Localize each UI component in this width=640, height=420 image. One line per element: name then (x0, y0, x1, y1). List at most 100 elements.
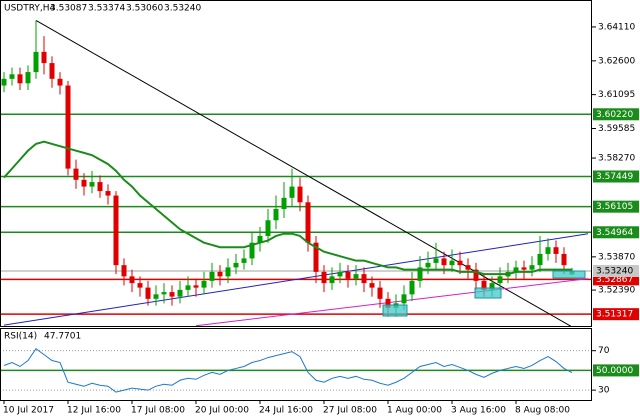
candle-body (129, 276, 135, 284)
candle-body (329, 276, 335, 284)
candle-body (281, 197, 287, 210)
candle-body (521, 267, 527, 270)
candle-body (497, 276, 503, 284)
candle-body (401, 294, 407, 304)
candle-body (305, 202, 311, 243)
ohlc-high: 3.53374 (88, 4, 125, 14)
candle-body (417, 267, 423, 281)
x-tick-label: 20 Jul 00:00 (195, 406, 249, 416)
price-frame (0, 0, 592, 327)
trend-line (3, 233, 589, 326)
candle-body (553, 247, 559, 254)
y-tick-label: 3.62600 (598, 56, 635, 66)
x-tick-label: 10 Jul 2017 (3, 406, 54, 416)
level-label: 3.54964 (596, 228, 633, 238)
highlight-zone (552, 270, 586, 279)
candle-body (385, 298, 391, 308)
y-tick-label: 3.58270 (598, 154, 635, 164)
candle-body (217, 271, 223, 277)
candle-body (449, 260, 455, 266)
candle-body (161, 292, 167, 295)
candle-body (41, 51, 47, 64)
candle-body (377, 287, 383, 299)
candle-body (473, 269, 479, 281)
candle-body (345, 271, 351, 279)
ohlc-open: 3.53087 (50, 4, 87, 14)
candle-body (177, 289, 183, 297)
rsi-frame (0, 328, 592, 401)
candle-body (481, 280, 487, 290)
rsi-level-label: 50.0000 (596, 366, 633, 376)
candle-body (89, 182, 95, 187)
candle-body (169, 292, 175, 297)
candle-body (105, 191, 111, 196)
candle-body (561, 253, 567, 266)
candle-body (537, 253, 543, 266)
x-tick-label: 12 Jul 16:00 (67, 406, 121, 416)
level-label: 3.57449 (596, 172, 633, 182)
candle-body (113, 195, 119, 266)
last-price-box (593, 264, 639, 277)
level-label-box (593, 170, 639, 183)
candle-body (233, 262, 239, 268)
level-label: 3.56105 (596, 202, 633, 212)
candle-body (361, 274, 367, 284)
candle-body (489, 283, 495, 290)
candle-body (465, 265, 471, 270)
level-label: 3.60220 (596, 110, 633, 120)
candle-body (241, 258, 247, 263)
trend-line (35, 19, 572, 326)
ohlc-low: 3.53060 (126, 4, 163, 14)
candle-body (273, 209, 279, 221)
candle-body (65, 85, 71, 169)
candle-body (257, 235, 263, 243)
candle-body (457, 260, 463, 266)
candle-body (433, 258, 439, 263)
candle-body (441, 258, 447, 266)
highlight-zone (382, 304, 408, 317)
candle-body (513, 267, 519, 272)
ohlc-close: 3.53240 (164, 4, 201, 14)
candle-body (297, 186, 303, 203)
candle-body (353, 274, 359, 279)
candle-body (17, 74, 23, 84)
candle-body (529, 265, 535, 270)
candle-body (321, 271, 327, 284)
level-label: 3.51317 (596, 310, 633, 320)
candle-body (185, 285, 191, 290)
candle-body (209, 271, 215, 281)
candle-body (9, 74, 15, 79)
x-tick-label: 1 Aug 00:00 (387, 406, 442, 416)
y-tick-label: 3.52390 (598, 286, 635, 296)
level-label-box (593, 226, 639, 239)
level-label-box (593, 308, 639, 321)
y-tick-label: 3.64110 (598, 22, 635, 32)
x-tick-label: 3 Aug 16:00 (451, 406, 506, 416)
x-tick-label: 17 Jul 08:00 (131, 406, 185, 416)
candle-body (201, 280, 207, 288)
y-tick-label: 70 (598, 346, 610, 356)
candle-body (137, 283, 143, 288)
x-tick-label: 8 Aug 08:00 (515, 406, 570, 416)
candle-body (153, 294, 159, 299)
trend-line (195, 278, 589, 326)
level-label-box (593, 108, 639, 121)
candle-body (289, 186, 295, 198)
y-tick-label: 3.59585 (598, 124, 635, 134)
candle-body (193, 285, 199, 288)
last-price-label: 3.53240 (596, 266, 633, 276)
candle-body (25, 72, 31, 84)
rsi-level-box (593, 364, 639, 377)
candle-body (121, 265, 127, 277)
symbol-title: USDTRY,H4 (4, 4, 56, 14)
candle-body (225, 267, 231, 277)
rsi-title: RSI(14) (4, 332, 37, 342)
y-tick-label: 30 (598, 386, 610, 396)
candle-body (33, 51, 39, 73)
candle-body (337, 271, 343, 277)
candle-body (369, 283, 375, 288)
moving-average (3, 140, 572, 276)
rsi-pane (0, 347, 592, 393)
